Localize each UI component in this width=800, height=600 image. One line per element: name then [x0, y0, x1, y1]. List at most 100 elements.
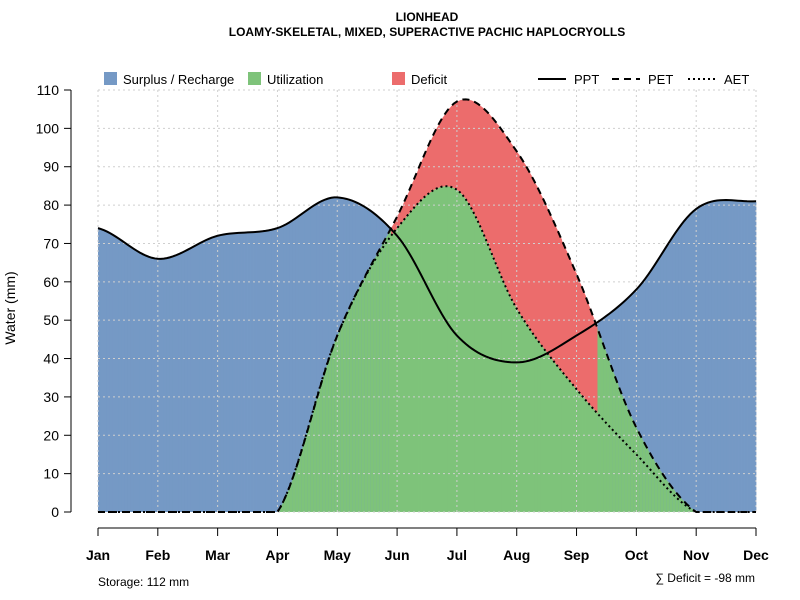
- deficit-segment: [489, 114, 494, 257]
- utilization-segment: [355, 289, 359, 512]
- surplus-segment: [166, 257, 171, 512]
- surplus-segment: [193, 244, 198, 513]
- utilization-segment: [480, 227, 485, 512]
- surplus-segment: [103, 230, 108, 513]
- deficit-segment: [549, 212, 554, 360]
- deficit-segment: [579, 281, 583, 397]
- deficit-segment: [585, 296, 589, 404]
- surplus-segment: [298, 214, 302, 512]
- utilization-segment: [346, 307, 350, 512]
- deficit-segment: [441, 113, 446, 187]
- utilization-segment: [331, 343, 335, 512]
- surplus-segment: [208, 237, 213, 512]
- surplus-segment: [747, 201, 751, 512]
- utilization-segment: [370, 261, 374, 512]
- utilization-segment: [304, 431, 308, 512]
- deficit-segment: [543, 199, 548, 353]
- deficit-segment: [570, 260, 574, 386]
- legend-line-label-pet: PET: [648, 72, 673, 87]
- deficit-segment: [498, 125, 503, 278]
- surplus-segment: [205, 238, 210, 512]
- legend-line-label-aet: AET: [724, 72, 749, 87]
- utilization-segment: [588, 403, 592, 512]
- utilization-segment: [307, 420, 311, 512]
- deficit-segment: [546, 206, 551, 357]
- surplus-segment: [687, 214, 691, 512]
- surplus-segment: [735, 200, 739, 512]
- utilization-segment: [537, 340, 542, 512]
- deficit-label: ∑ Deficit = -98 mm: [655, 571, 755, 585]
- deficit-segment: [540, 193, 545, 349]
- utilization-segment: [358, 283, 362, 512]
- utilization-segment: [504, 284, 509, 512]
- utilization-segment: [322, 369, 326, 512]
- surplus-segment: [238, 232, 242, 513]
- deficit-segment: [510, 142, 515, 304]
- deficit-segment: [465, 99, 470, 205]
- utilization-segment: [280, 501, 284, 512]
- surplus-segment: [738, 200, 742, 512]
- x-tick-label: Sep: [564, 547, 590, 563]
- deficit-segment: [474, 102, 479, 222]
- deficit-segment: [534, 181, 539, 341]
- utilization-segment: [403, 217, 407, 512]
- surplus-segment: [717, 200, 721, 512]
- x-tick-label: Jan: [86, 547, 110, 563]
- deficit-segment: [591, 311, 595, 411]
- y-tick-label: 60: [43, 274, 59, 290]
- x-tick-label: Feb: [145, 547, 170, 563]
- utilization-segment: [427, 192, 431, 512]
- utilization-segment: [615, 377, 619, 512]
- utilization-segment: [507, 291, 512, 512]
- utilization-segment: [531, 331, 536, 512]
- surplus-segment: [684, 217, 688, 512]
- surplus-segment: [184, 249, 189, 512]
- surplus-segment: [268, 229, 272, 512]
- utilization-segment: [522, 318, 527, 512]
- utilization-segment: [633, 421, 637, 512]
- utilization-segment: [663, 474, 667, 512]
- grid-lines: [97, 89, 757, 513]
- utilization-segment: [486, 241, 491, 513]
- utilization-segment: [498, 270, 503, 512]
- y-tick-label: 0: [51, 504, 59, 520]
- utilization-segment: [591, 406, 595, 512]
- surplus-segment: [708, 201, 712, 513]
- surplus-segment: [295, 216, 299, 512]
- surplus-segment: [672, 233, 676, 512]
- deficit-segment: [468, 99, 473, 210]
- surplus-segment: [663, 246, 667, 512]
- utilization-segment: [361, 277, 365, 512]
- surplus-segment: [651, 265, 655, 512]
- surplus-segment: [750, 201, 754, 512]
- area-fills: [98, 99, 757, 513]
- surplus-segment: [732, 200, 736, 512]
- deficit-segment: [492, 118, 497, 264]
- deficit-segment: [471, 100, 476, 216]
- utilization-segment: [465, 199, 470, 512]
- surplus-segment: [283, 224, 287, 513]
- utilization-segment: [477, 221, 482, 513]
- legend-label-2: Utilization: [267, 72, 323, 87]
- chart-subtitle: LOAMY-SKELETAL, MIXED, SUPERACTIVE PACHI…: [229, 25, 625, 39]
- utilization-segment: [648, 450, 652, 512]
- utilization-segment: [618, 385, 622, 512]
- utilization-segment: [456, 189, 461, 512]
- x-tick-label: Oct: [625, 547, 649, 563]
- utilization-segment: [409, 209, 413, 513]
- utilization-segment: [385, 233, 389, 513]
- y-tick-label: 100: [36, 120, 60, 136]
- surplus-segment: [220, 234, 225, 512]
- surplus-segment: [139, 252, 144, 512]
- utilization-segment: [364, 272, 368, 512]
- deficit-segment: [424, 148, 428, 198]
- surplus-segment: [265, 230, 269, 513]
- surplus-segment: [235, 232, 239, 512]
- surplus-segment: [175, 254, 180, 512]
- utilization-segment: [474, 215, 479, 512]
- surplus-segment: [187, 248, 192, 512]
- utilization-segment: [627, 408, 631, 512]
- surplus-segment: [127, 244, 132, 512]
- utilization-segment: [609, 361, 613, 512]
- utilization-segment: [597, 328, 601, 512]
